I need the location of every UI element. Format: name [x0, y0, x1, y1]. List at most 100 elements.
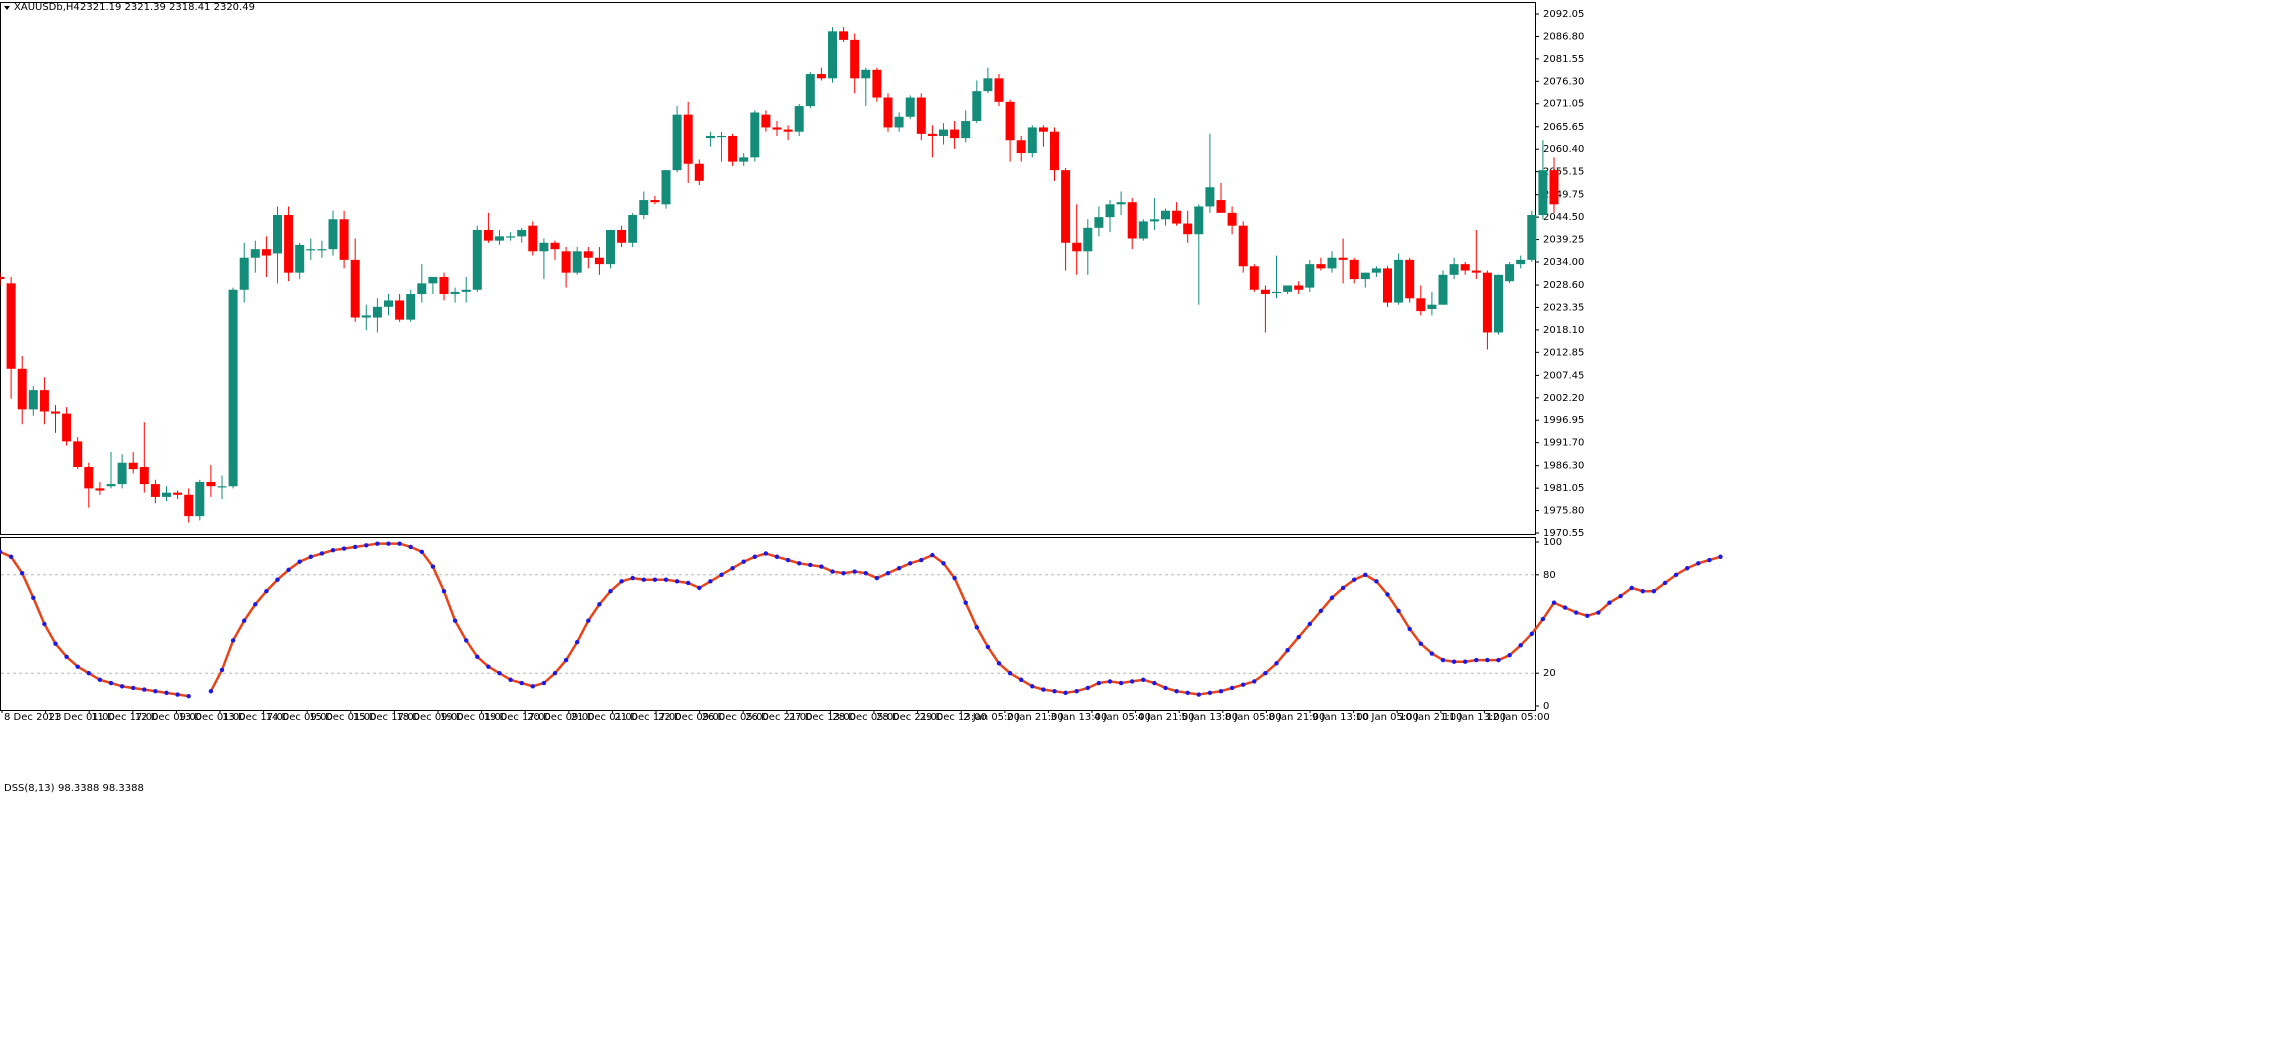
price-tick-label: 2039.25: [1543, 235, 1584, 246]
dss-point: [563, 657, 569, 663]
dss-point: [1174, 689, 1179, 694]
price-tick-label: 2086.80: [1543, 31, 1584, 42]
price-tick-label: 2049.75: [1543, 190, 1584, 201]
candle: [506, 232, 516, 241]
dss-point: [430, 564, 436, 569]
dss-point: [1074, 689, 1079, 694]
candle: [1383, 266, 1392, 307]
candle: [561, 247, 571, 288]
candle-body: [239, 257, 249, 290]
candle: [916, 93, 926, 141]
dss-point: [8, 554, 14, 559]
candle: [694, 159, 704, 186]
dss-point: [630, 575, 635, 581]
collapse-triangle-icon[interactable]: [4, 6, 10, 10]
indicator-header: DSS(8,13) 98.3388 98.3388: [4, 783, 144, 794]
dss-point: [1030, 684, 1035, 689]
time-tick-label: 15 Dec 17:00: [353, 712, 420, 723]
candle: [927, 125, 937, 158]
candle-body: [1527, 215, 1537, 260]
dss-point: [42, 621, 47, 627]
dss-point: [797, 561, 802, 566]
candle: [1216, 182, 1226, 213]
dss-point: [64, 654, 69, 659]
candle: [1449, 257, 1459, 280]
candle: [95, 481, 105, 495]
dss-point: [1096, 680, 1102, 686]
candle: [628, 212, 638, 248]
candle: [1172, 202, 1182, 226]
candle: [650, 195, 660, 205]
candle-body: [916, 97, 926, 134]
candle-body: [1138, 221, 1148, 239]
candle: [1283, 285, 1293, 295]
candle-body: [1061, 170, 1071, 243]
candle: [1227, 206, 1237, 235]
dss-point: [1218, 689, 1224, 694]
price-tick-label: 2018.10: [1543, 325, 1584, 336]
dss-point: [619, 579, 624, 584]
time-tick-label: 11 Jan 13:00: [1443, 712, 1506, 723]
dss-point: [1152, 680, 1157, 686]
time-tick-label: 12 Dec 09:00: [135, 712, 202, 723]
candle-body: [250, 249, 260, 258]
candle-body: [51, 411, 60, 414]
dss-point: [1562, 605, 1568, 610]
dss-point: [885, 570, 891, 576]
candle: [994, 74, 1004, 107]
candle: [1194, 204, 1204, 305]
time-tick-label: 2 Jan 05:00: [963, 712, 1020, 723]
candle-body: [1471, 270, 1481, 273]
dss-point: [552, 671, 558, 676]
candle-body: [1338, 257, 1348, 260]
dss-point: [1507, 652, 1512, 658]
dss-point: [341, 546, 347, 551]
candle-body: [1249, 266, 1259, 290]
candle: [905, 95, 915, 119]
dss-point: [1529, 631, 1535, 637]
price-tick-label: 2044.50: [1543, 212, 1584, 223]
dss-point: [353, 544, 358, 550]
candle-body: [1105, 204, 1115, 218]
candle-body: [261, 249, 271, 256]
time-tick-label: 4 Jan 05:00: [1094, 712, 1151, 723]
candle-body: [1161, 210, 1170, 220]
candle-body: [106, 484, 116, 487]
candle-body: [328, 219, 338, 250]
candle-body: [1127, 202, 1137, 239]
time-tick-label: 14 Dec 09:00: [266, 712, 333, 723]
candle-body: [994, 78, 1004, 102]
candle-body: [872, 69, 882, 98]
dss-point: [1263, 671, 1268, 676]
candle: [1416, 285, 1426, 316]
dss-point: [663, 577, 669, 582]
main-header: XAUUSDb,H4 2321.19 2321.39 2318.41 2320.…: [4, 2, 255, 13]
candle: [184, 488, 194, 523]
candle: [150, 479, 160, 504]
candle: [284, 206, 294, 282]
candle: [1272, 255, 1281, 299]
dss-point: [186, 693, 191, 699]
candle: [961, 110, 971, 143]
price-tick-label: 2071.05: [1543, 99, 1584, 110]
candle-body: [1427, 304, 1437, 309]
candle: [517, 227, 527, 243]
candle: [1294, 281, 1304, 295]
time-tick-label: 15 Dec 01:00: [309, 712, 376, 723]
candle-body: [395, 300, 405, 320]
candle-body: [828, 31, 837, 79]
candle-body: [372, 306, 382, 318]
dss-point: [652, 577, 658, 582]
dss-point: [996, 661, 1002, 666]
candle-body: [539, 242, 549, 252]
time-tick-label: 13 Dec 01:00: [178, 712, 245, 723]
dss-point: [1585, 613, 1590, 618]
candle: [162, 486, 171, 502]
dss-point: [131, 685, 136, 691]
candle-body: [150, 484, 160, 497]
dss-point: [286, 567, 291, 573]
dss-point: [419, 549, 424, 555]
candle-body: [650, 200, 660, 203]
dss-point: [1551, 600, 1557, 605]
candle-body: [850, 39, 860, 79]
